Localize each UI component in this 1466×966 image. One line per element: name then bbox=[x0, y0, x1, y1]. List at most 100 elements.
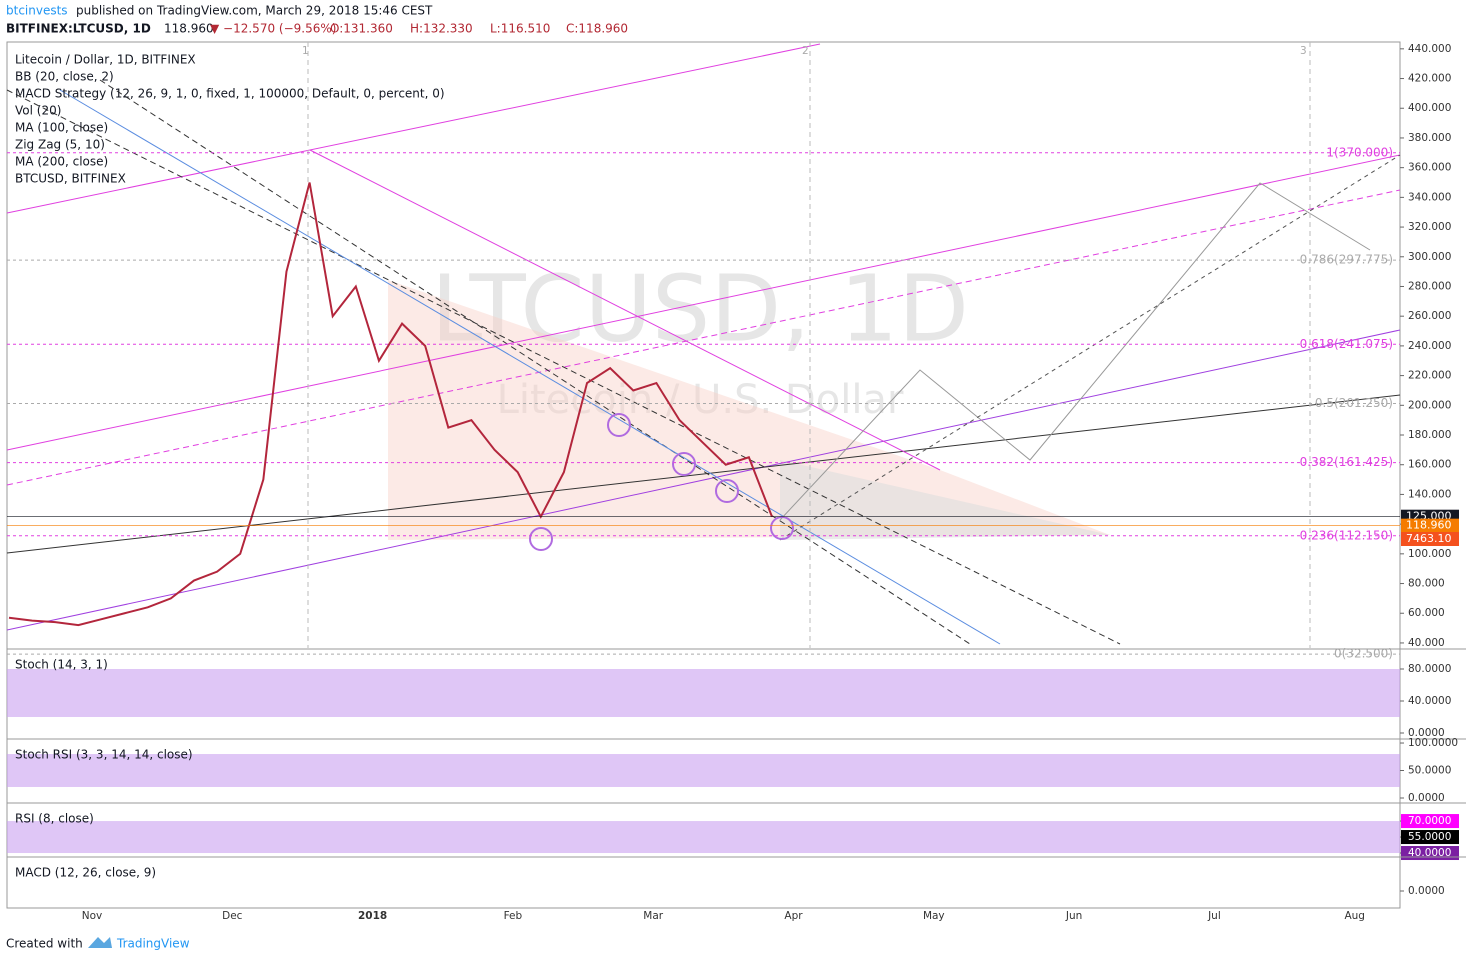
y-tick-label: 180.000 bbox=[1408, 429, 1451, 441]
channel-line bbox=[6, 189, 1401, 486]
y-tick-label: 320.000 bbox=[1408, 221, 1451, 233]
pane-title: RSI (8, close) bbox=[15, 812, 94, 826]
channel-line bbox=[6, 329, 1401, 631]
y-tick-label: 420.000 bbox=[1408, 73, 1451, 85]
band bbox=[7, 754, 1400, 787]
change: ▼ −12.570 (−9.56%) bbox=[210, 22, 336, 36]
trend-line bbox=[309, 149, 941, 471]
y-tick-label: 140.000 bbox=[1408, 488, 1451, 500]
y-tick-label: 440.000 bbox=[1408, 43, 1451, 55]
y-tick-label: 300.000 bbox=[1408, 251, 1451, 263]
trend-line bbox=[6, 394, 1401, 554]
price-line bbox=[8, 182, 773, 627]
y-tick-label: 200.000 bbox=[1408, 399, 1451, 411]
close: C:118.960 bbox=[566, 22, 628, 36]
y-tick-label: 260.000 bbox=[1408, 310, 1451, 322]
y-tick-label: 55.0000 bbox=[1408, 831, 1451, 843]
fib-label: 1(370.000) bbox=[1326, 145, 1393, 159]
y-tick-label: 40.0000 bbox=[1408, 695, 1451, 707]
fib-label: 0(32.500) bbox=[1334, 647, 1393, 661]
legend-item: MA (200, close) bbox=[15, 155, 108, 169]
y-tick-label: 60.000 bbox=[1408, 607, 1445, 619]
y-tick-label: 0.0000 bbox=[1408, 792, 1445, 804]
published: published on TradingView.com, March 29, … bbox=[76, 4, 433, 18]
cycle-marker: 2 bbox=[802, 45, 809, 57]
band bbox=[7, 821, 1400, 854]
last: 118.960 bbox=[164, 22, 214, 36]
circles bbox=[529, 413, 794, 551]
fib-label: 0.236(112.150) bbox=[1300, 528, 1393, 542]
x-tick-label: Nov bbox=[82, 910, 103, 922]
projection bbox=[779, 182, 1371, 521]
logo bbox=[88, 937, 112, 948]
legend-item: Zig Zag (5, 10) bbox=[15, 138, 105, 152]
x-tick-label: Jun bbox=[1065, 910, 1082, 922]
high: H:132.330 bbox=[410, 22, 473, 36]
y-tick-label: 0.0000 bbox=[1408, 885, 1445, 897]
pane-title: Stoch RSI (3, 3, 14, 14, close) bbox=[15, 748, 193, 762]
y-tick-label: 100.000 bbox=[1408, 548, 1451, 560]
legend-item: BB (20, close, 2) bbox=[15, 70, 114, 84]
legend-item: MA (100, close) bbox=[15, 121, 108, 135]
channel-line bbox=[6, 154, 1401, 451]
pane-title: MACD (12, 26, close, 9) bbox=[15, 866, 156, 880]
x-tick-label: Jul bbox=[1207, 910, 1221, 922]
watermark-name: Litecoin / U.S. Dollar bbox=[497, 377, 904, 423]
y-tick-label: 280.000 bbox=[1408, 280, 1451, 292]
legend-item: Vol (20) bbox=[15, 104, 61, 118]
triangle-fill bbox=[388, 280, 1110, 540]
trend-line bbox=[6, 89, 1121, 645]
projection bbox=[779, 154, 1401, 541]
channel-line bbox=[6, 43, 821, 214]
trend-line bbox=[59, 89, 1001, 645]
band bbox=[7, 669, 1400, 717]
price-badge-label: 7463.10 bbox=[1406, 532, 1452, 545]
y-tick-label: 70.0000 bbox=[1408, 815, 1451, 827]
y-tick-label: 100.0000 bbox=[1408, 737, 1458, 749]
price-badge bbox=[1401, 518, 1459, 533]
y-tick-label: 240.000 bbox=[1408, 340, 1451, 352]
legend-item: BTCUSD, BITFINEX bbox=[15, 172, 126, 186]
y-tick-label: 400.000 bbox=[1408, 102, 1451, 114]
open: O:131.360 bbox=[330, 22, 393, 36]
tick-badge bbox=[1401, 830, 1459, 845]
x-tick-label: Apr bbox=[784, 910, 803, 922]
y-tick-label: 0.0000 bbox=[1408, 727, 1445, 739]
legend-item: MACD Strategy (12, 26, 9, 1, 0, fixed, 1… bbox=[15, 87, 445, 101]
y-tick-label: 380.000 bbox=[1408, 132, 1451, 144]
low: L:116.510 bbox=[490, 22, 550, 36]
trend-line bbox=[99, 79, 971, 645]
x-tick-label: Aug bbox=[1344, 910, 1365, 922]
x-tick-label: May bbox=[923, 910, 945, 922]
fib-label: 0.5(201.250) bbox=[1315, 396, 1393, 410]
fib-label: 0.786(297.775) bbox=[1300, 253, 1393, 267]
y-tick-label: 50.0000 bbox=[1408, 765, 1451, 777]
footer-brand[interactable]: TradingView bbox=[116, 937, 190, 951]
fib-label: 0.618(241.075) bbox=[1300, 337, 1393, 351]
price-badge bbox=[1401, 532, 1459, 546]
cycle-marker: 3 bbox=[1300, 45, 1307, 57]
cycle-marker: 1 bbox=[302, 45, 309, 57]
y-tick-label: 160.000 bbox=[1408, 459, 1451, 471]
y-tick-label: 360.000 bbox=[1408, 162, 1451, 174]
y-tick-label: 340.000 bbox=[1408, 191, 1451, 203]
price-badge-label: 118.960 bbox=[1406, 519, 1452, 532]
author[interactable]: btcinvests bbox=[6, 4, 68, 18]
x-tick-label: Dec bbox=[222, 910, 243, 922]
y-tick-label: 40.0000 bbox=[1408, 847, 1451, 859]
triangle-fill bbox=[780, 460, 1110, 540]
x-tick-label: Feb bbox=[504, 910, 523, 922]
footer-created: Created with bbox=[6, 937, 83, 951]
y-tick-label: 220.000 bbox=[1408, 370, 1451, 382]
pane-title: Stoch (14, 3, 1) bbox=[15, 658, 108, 672]
x-tick-label: 2018 bbox=[358, 910, 387, 922]
tick-badge bbox=[1401, 814, 1459, 829]
y-tick-label: 80.0000 bbox=[1408, 663, 1451, 675]
y-tick-label: 40.000 bbox=[1408, 637, 1445, 649]
y-tick-label: 80.000 bbox=[1408, 578, 1445, 590]
x-tick-label: Mar bbox=[643, 910, 663, 922]
legend-item: Litecoin / Dollar, 1D, BITFINEX bbox=[15, 53, 196, 67]
fib-label: 0.382(161.425) bbox=[1300, 455, 1393, 469]
symbol: BITFINEX:LTCUSD, 1D bbox=[6, 22, 151, 36]
